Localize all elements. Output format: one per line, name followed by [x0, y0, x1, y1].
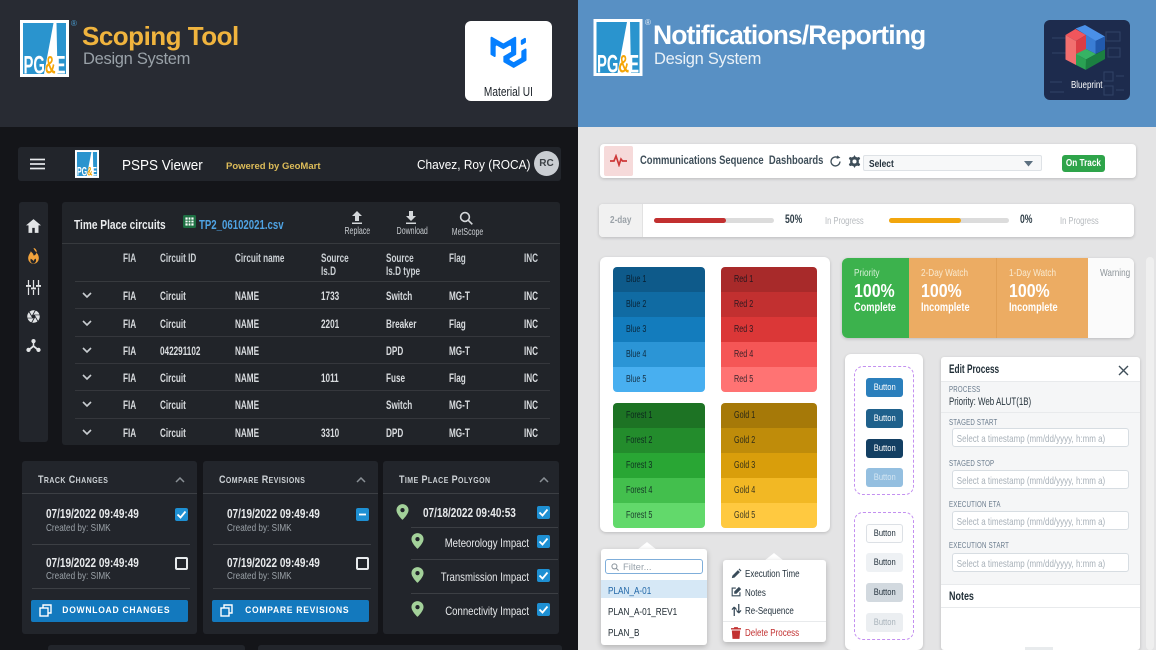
svg-text:PG&E: PG&E — [24, 52, 66, 78]
svg-text:PG&E: PG&E — [597, 51, 639, 77]
svg-text:PG&E: PG&E — [77, 165, 97, 178]
